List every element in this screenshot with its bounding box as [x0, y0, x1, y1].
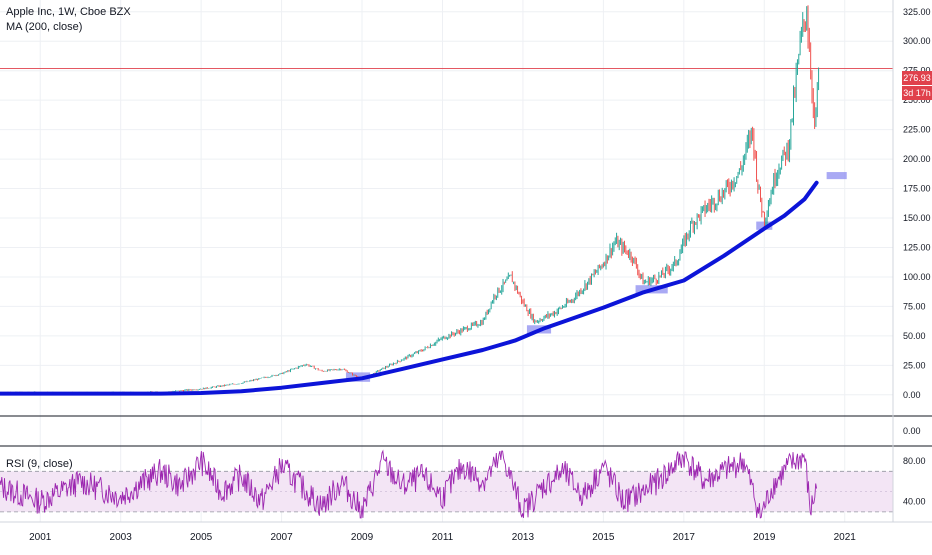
axes: 0.00 25.00 50.00 75.00 100.00 125.00 150.00 175… — [0, 0, 932, 543]
time-tick-2019: 2019 — [753, 532, 776, 543]
price-tick-325.00: 325.00 — [903, 7, 931, 17]
current-price-tag: 276.93 — [902, 71, 932, 85]
price-tick-175.00: 175.00 — [903, 184, 931, 194]
ma-line — [0, 180, 819, 396]
mid-pane-tick: 0.00 — [903, 426, 921, 436]
highlight-zone-4 — [826, 172, 847, 180]
ma-legend[interactable]: MA (200, close) — [6, 21, 83, 33]
price-tick-50.00: 50.00 — [903, 331, 926, 341]
grid — [0, 0, 893, 522]
rsi-legend[interactable]: RSI (9, close) — [6, 458, 73, 470]
price-tick-200.00: 200.00 — [903, 154, 931, 164]
price-tick-225.00: 225.00 — [903, 125, 931, 135]
price-tick-25.00: 25.00 — [903, 360, 926, 370]
time-tick-2007: 2007 — [270, 532, 293, 543]
rsi-tick-80.00: 80.00 — [903, 456, 926, 466]
price-tick-150.00: 150.00 — [903, 213, 931, 223]
countdown-tag: 3d 17h — [902, 86, 932, 100]
rsi-line — [0, 449, 818, 519]
price-tick-0.00: 0.00 — [903, 390, 921, 400]
time-tick-2021: 2021 — [834, 532, 857, 543]
price-tick-300.00: 300.00 — [903, 36, 931, 46]
time-tick-2015: 2015 — [592, 532, 615, 543]
price-tick-275.00: 275.00 — [903, 66, 931, 76]
price-pane — [0, 5, 893, 396]
time-tick-2013: 2013 — [512, 532, 535, 543]
price-tick-75.00: 75.00 — [903, 301, 926, 311]
symbol-legend[interactable]: Apple Inc, 1W, Cboe BZX — [6, 6, 131, 18]
time-tick-2009: 2009 — [351, 532, 374, 543]
time-tick-2001: 2001 — [29, 532, 52, 543]
rsi-tick-40.00: 40.00 — [903, 497, 926, 507]
time-tick-2003: 2003 — [110, 532, 133, 543]
price-tick-125.00: 125.00 — [903, 242, 931, 252]
time-tick-2005: 2005 — [190, 532, 213, 543]
time-tick-2011: 2011 — [432, 532, 454, 543]
price-tick-250.00: 250.00 — [903, 95, 931, 105]
price-tick-100.00: 100.00 — [903, 272, 931, 282]
rsi-pane — [0, 449, 893, 519]
time-tick-2017: 2017 — [673, 532, 696, 543]
